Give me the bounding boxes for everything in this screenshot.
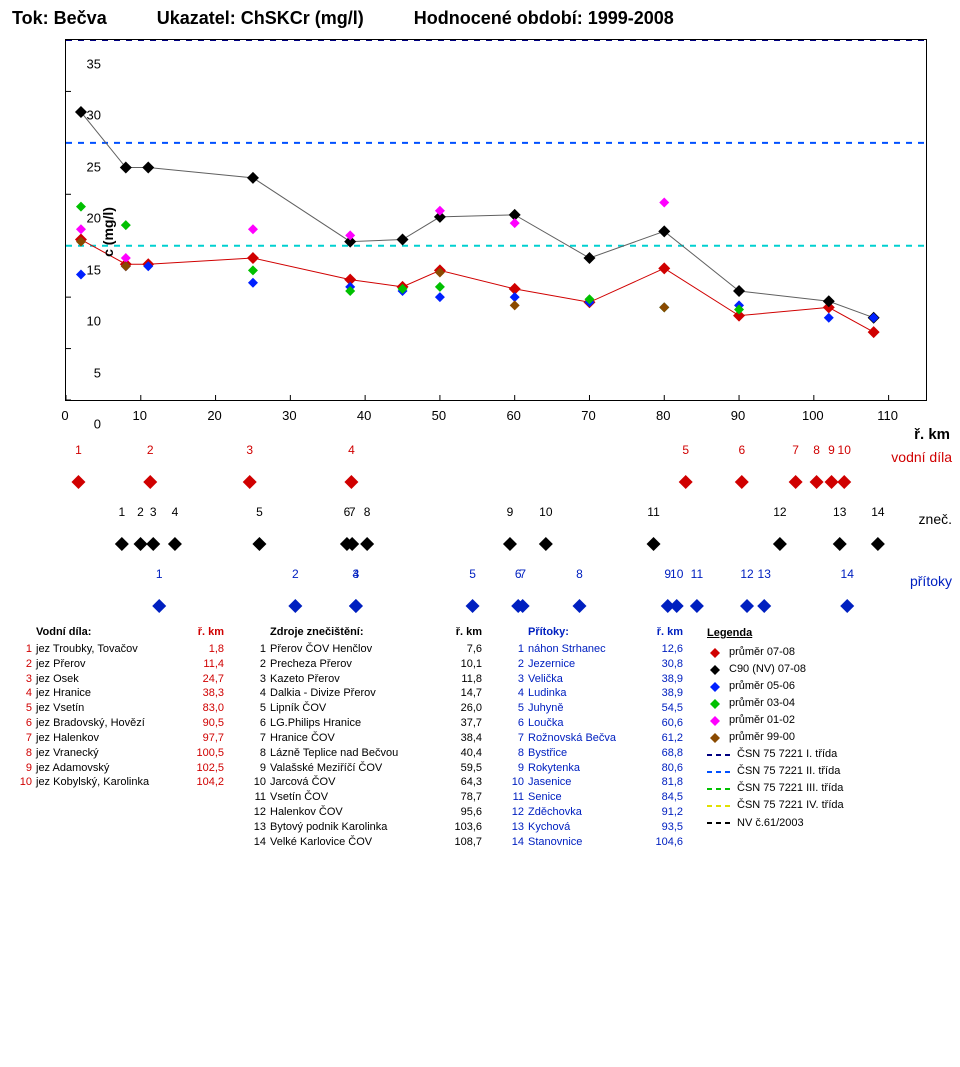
table-row: 1Přerov ČOV Henčlov7,6 [248, 642, 482, 657]
table-row: 12Halenkov ČOV95,6 [248, 805, 482, 820]
table-row: 11Vsetín ČOV78,7 [248, 790, 482, 805]
header: Tok: Bečva Ukazatel: ChSKCr (mg/l) Hodno… [0, 0, 960, 33]
table-pritoky: Přítoky:ř. km1náhon Strhanec12,62Jezerni… [506, 625, 683, 850]
table-row: 14Velké Karlovice ČOV108,7 [248, 835, 482, 850]
table-row: 3Velička38,9 [506, 672, 683, 687]
legend-item: průměr 99-00 [707, 729, 844, 746]
table-row: 2jez Přerov11,4 [14, 657, 224, 672]
header-tok: Tok: Bečva [12, 8, 107, 29]
table-row: 12Zděchovka91,2 [506, 805, 683, 820]
table-row: 7Rožnovská Bečva61,2 [506, 731, 683, 746]
table-row: 3Kazeto Přerov11,8 [248, 672, 482, 687]
table-row: 13Kychová93,5 [506, 820, 683, 835]
legend-item: průměr 01-02 [707, 712, 844, 729]
legend-item: C90 (NV) 07-08 [707, 661, 844, 678]
legend-item: ČSN 75 7221 I. třída [707, 746, 844, 763]
legend-item: průměr 03-04 [707, 695, 844, 712]
strip-blue: 1234567891011121314přítoky [0, 567, 960, 597]
table-row: 5jez Vsetín83,0 [14, 701, 224, 716]
table-row: 7Hranice ČOV38,4 [248, 731, 482, 746]
tables: Vodní díla:ř. km1jez Troubky, Tovačov1,8… [0, 615, 960, 850]
table-row: 1jez Troubky, Tovačov1,8 [14, 642, 224, 657]
marker-strips: 12345678910vodní díla 1234567891011121314… [0, 443, 960, 615]
table-row: 10Jarcová ČOV64,3 [248, 775, 482, 790]
table-row: 9Rokytenka80,6 [506, 761, 683, 776]
legend-item: ČSN 75 7221 II. třída [707, 763, 844, 780]
legend-header: Legenda [707, 625, 844, 642]
legend-item: NV č.61/2003 [707, 815, 844, 832]
y-axis-label: c (mg/l) [100, 207, 116, 257]
table-row: 10Jasenice81,8 [506, 775, 683, 790]
table-row: 4Dalkia - Divize Přerov14,7 [248, 686, 482, 701]
scatter-chart [65, 39, 927, 401]
table-row: 2Jezernice30,8 [506, 657, 683, 672]
legend-item: průměr 05-06 [707, 678, 844, 695]
legend: Legendaprůměr 07-08C90 (NV) 07-08průměr … [707, 625, 844, 850]
x-axis-unit: ř. km [0, 426, 960, 443]
table-row: 5Lipník ČOV26,0 [248, 701, 482, 716]
table-row: 5Juhyně54,5 [506, 701, 683, 716]
table-row: 4Ludinka38,9 [506, 686, 683, 701]
chart-area: 051015202530350102030405060708090100110 … [65, 39, 960, 424]
legend-item: ČSN 75 7221 IV. třída [707, 797, 844, 814]
table-row: 4jez Hranice38,3 [14, 686, 224, 701]
table-row: 6jez Bradovský, Hovězí90,5 [14, 716, 224, 731]
table-row: 3jez Osek24,7 [14, 672, 224, 687]
legend-item: ČSN 75 7221 III. třída [707, 780, 844, 797]
table-row: 9Valašské Meziříčí ČOV59,5 [248, 761, 482, 776]
strip-black: 1234567891011121314zneč. [0, 505, 960, 535]
legend-item: průměr 07-08 [707, 644, 844, 661]
table-row: 7jez Halenkov97,7 [14, 731, 224, 746]
table-row: 6LG.Philips Hranice37,7 [248, 716, 482, 731]
table-znecisteni: Zdroje znečištění:ř. km1Přerov ČOV Henčl… [248, 625, 482, 850]
table-row: 1náhon Strhanec12,6 [506, 642, 683, 657]
table-row: 8jez Vranecký100,5 [14, 746, 224, 761]
table-row: 8Bystřice68,8 [506, 746, 683, 761]
table-vodni-dila: Vodní díla:ř. km1jez Troubky, Tovačov1,8… [14, 625, 224, 850]
table-row: 14Stanovnice104,6 [506, 835, 683, 850]
table-row: 10jez Kobylský, Karolinka104,2 [14, 775, 224, 790]
table-row: 6Loučka60,6 [506, 716, 683, 731]
strip-red: 12345678910vodní díla [0, 443, 960, 473]
header-obdobi: Hodnocené období: 1999-2008 [414, 8, 674, 29]
header-ukazatel: Ukazatel: ChSKCr (mg/l) [157, 8, 364, 29]
table-row: 2Precheza Přerov10,1 [248, 657, 482, 672]
table-row: 13Bytový podnik Karolinka103,6 [248, 820, 482, 835]
table-row: 11Senice84,5 [506, 790, 683, 805]
table-row: 9jez Adamovský102,5 [14, 761, 224, 776]
table-row: 8Lázně Teplice nad Bečvou40,4 [248, 746, 482, 761]
